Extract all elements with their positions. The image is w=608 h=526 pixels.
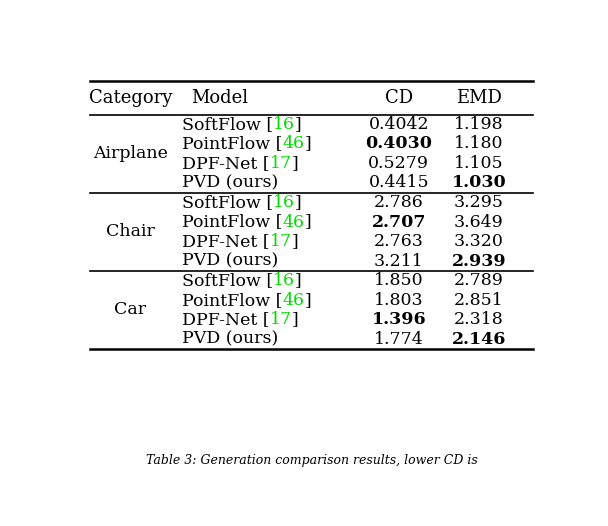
Text: 17: 17 [269, 233, 292, 250]
Text: SoftFlow [: SoftFlow [ [182, 272, 273, 289]
Text: DPF-Net [: DPF-Net [ [182, 311, 269, 328]
Text: PVD (ours): PVD (ours) [182, 175, 278, 191]
Text: 46: 46 [282, 135, 305, 153]
Text: DPF-Net [: DPF-Net [ [182, 155, 269, 172]
Text: 46: 46 [282, 292, 305, 309]
Text: ]: ] [295, 194, 302, 211]
Text: 2.786: 2.786 [374, 194, 424, 211]
Text: 1.774: 1.774 [374, 331, 424, 348]
Text: Chair: Chair [106, 224, 154, 240]
Text: ]: ] [305, 135, 311, 153]
Text: PVD (ours): PVD (ours) [182, 331, 278, 348]
Text: 2.318: 2.318 [454, 311, 504, 328]
Text: PointFlow [: PointFlow [ [182, 135, 282, 153]
Text: 17: 17 [269, 311, 292, 328]
Text: 1.198: 1.198 [454, 116, 503, 133]
Text: 1.396: 1.396 [371, 311, 426, 328]
Text: 2.763: 2.763 [374, 233, 424, 250]
Text: Table 3: Generation comparison results, lower CD is: Table 3: Generation comparison results, … [146, 453, 477, 467]
Text: 16: 16 [273, 194, 295, 211]
Text: 0.4030: 0.4030 [365, 135, 432, 153]
Text: ]: ] [292, 155, 299, 172]
Text: ]: ] [295, 116, 302, 133]
Text: ]: ] [292, 311, 299, 328]
Text: 2.851: 2.851 [454, 292, 504, 309]
Text: EMD: EMD [456, 89, 502, 107]
Text: Model: Model [191, 89, 248, 107]
Text: Airplane: Airplane [93, 145, 168, 162]
Text: 2.707: 2.707 [371, 214, 426, 230]
Text: Category: Category [89, 89, 172, 107]
Text: 0.4042: 0.4042 [368, 116, 429, 133]
Text: 1.850: 1.850 [374, 272, 424, 289]
Text: 0.4415: 0.4415 [368, 175, 429, 191]
Text: 1.180: 1.180 [454, 135, 503, 153]
Text: 3.295: 3.295 [454, 194, 504, 211]
Text: 17: 17 [269, 155, 292, 172]
Text: 2.789: 2.789 [454, 272, 504, 289]
Text: 1.803: 1.803 [374, 292, 424, 309]
Text: 2.939: 2.939 [452, 252, 506, 270]
Text: ]: ] [305, 214, 311, 230]
Text: ]: ] [292, 233, 299, 250]
Text: 16: 16 [273, 272, 295, 289]
Text: PointFlow [: PointFlow [ [182, 292, 282, 309]
Text: PointFlow [: PointFlow [ [182, 214, 282, 230]
Text: Car: Car [114, 301, 147, 318]
Text: ]: ] [305, 292, 311, 309]
Text: 3.211: 3.211 [374, 252, 424, 270]
Text: CD: CD [385, 89, 413, 107]
Text: SoftFlow [: SoftFlow [ [182, 194, 273, 211]
Text: 3.649: 3.649 [454, 214, 504, 230]
Text: PVD (ours): PVD (ours) [182, 252, 278, 270]
Text: 0.5279: 0.5279 [368, 155, 429, 172]
Text: 1.030: 1.030 [452, 175, 506, 191]
Text: DPF-Net [: DPF-Net [ [182, 233, 269, 250]
Text: 46: 46 [282, 214, 305, 230]
Text: 3.320: 3.320 [454, 233, 504, 250]
Text: SoftFlow [: SoftFlow [ [182, 116, 273, 133]
Text: 2.146: 2.146 [452, 331, 506, 348]
Text: 16: 16 [273, 116, 295, 133]
Text: ]: ] [295, 272, 302, 289]
Text: 1.105: 1.105 [454, 155, 503, 172]
